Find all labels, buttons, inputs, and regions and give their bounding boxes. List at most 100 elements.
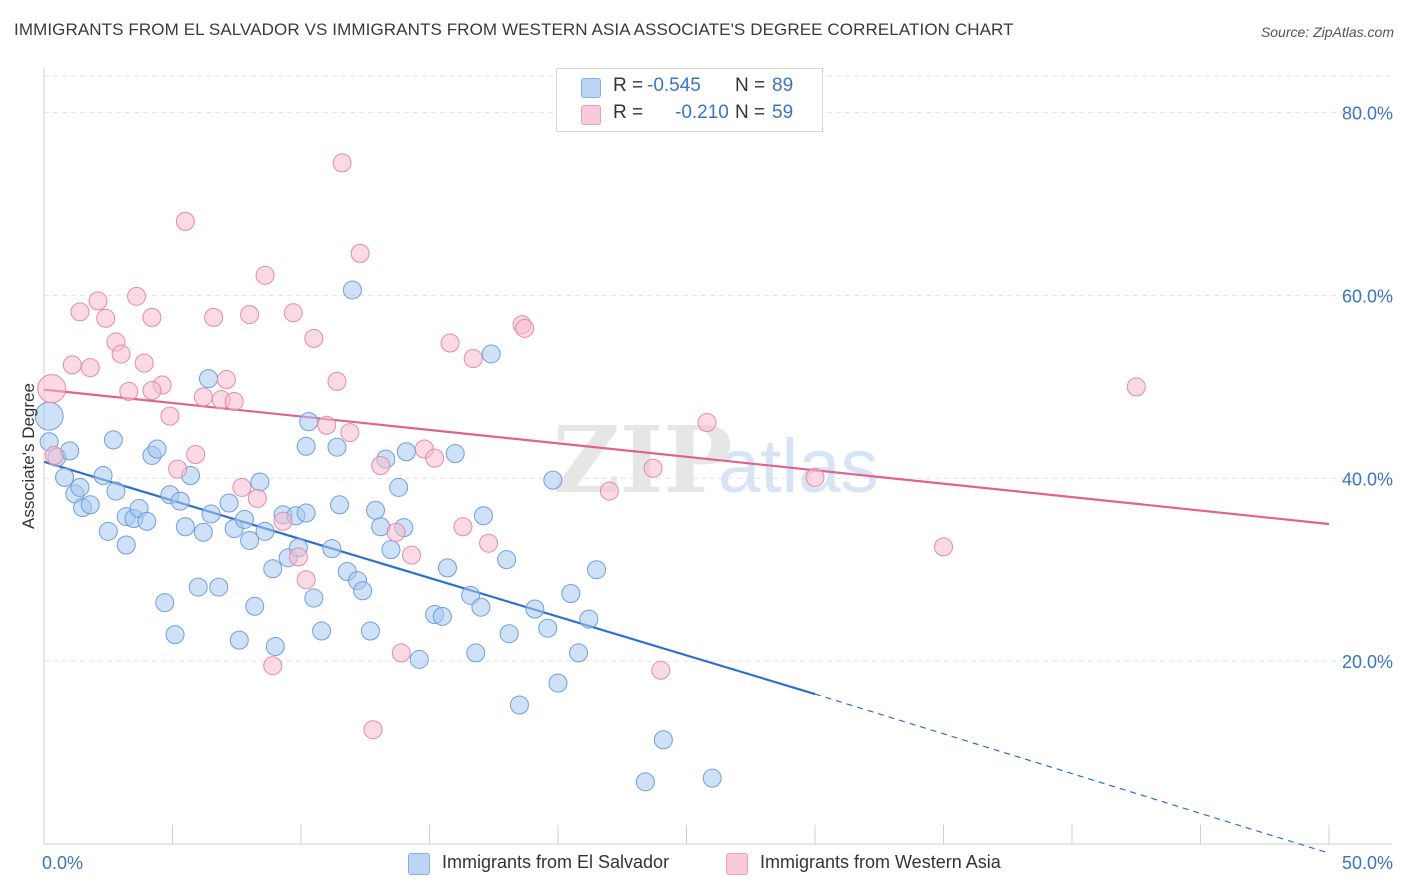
point-western-asia-34 — [327, 371, 347, 391]
point-western-asia-37 — [350, 243, 370, 263]
point-el-salvador-57 — [366, 500, 386, 520]
legend-r-value: -0.545 — [647, 75, 701, 96]
point-western-asia-18 — [193, 387, 213, 407]
point-el-salvador-23 — [170, 491, 190, 511]
point-el-salvador-10 — [98, 521, 118, 541]
point-el-salvador-26 — [188, 577, 208, 597]
point-el-salvador-79 — [543, 470, 563, 490]
legend-n-label: N = — [735, 102, 766, 123]
point-el-salvador-80 — [548, 673, 568, 693]
point-western-asia-2 — [62, 355, 82, 375]
y-tick-label-3: 80.0% — [1342, 104, 1393, 124]
bottom-legend-swatch-western-asia — [726, 853, 748, 875]
point-el-salvador-75 — [499, 624, 519, 644]
point-western-asia-32 — [304, 328, 324, 348]
point-el-salvador-31 — [219, 493, 239, 513]
point-el-salvador-47 — [304, 588, 324, 608]
point-western-asia-58 — [142, 381, 162, 401]
point-el-salvador-67 — [437, 558, 457, 578]
point-el-salvador-83 — [579, 609, 599, 629]
point-western-asia-10 — [127, 286, 147, 306]
point-el-salvador-11 — [103, 430, 123, 450]
point-el-salvador-60 — [381, 540, 401, 560]
point-el-salvador-51 — [330, 495, 350, 515]
point-western-asia-53 — [651, 660, 671, 680]
point-western-asia-57 — [1126, 377, 1146, 397]
point-western-asia-56 — [934, 537, 953, 557]
point-el-salvador-66 — [432, 606, 452, 626]
tick-labels: 20.0% 40.0% 60.0% 80.0% 0.0% 50.0% — [42, 104, 1393, 873]
point-el-salvador-38 — [255, 521, 275, 541]
point-western-asia-8 — [111, 344, 131, 364]
point-western-asia-22 — [224, 391, 244, 411]
point-western-asia-50 — [515, 318, 535, 338]
legend-r-value: -0.210 — [675, 102, 729, 123]
y-tick-label-2: 60.0% — [1342, 286, 1393, 306]
point-el-salvador-87 — [702, 768, 722, 788]
y-tick-label-1: 40.0% — [1342, 469, 1393, 489]
data-points — [34, 153, 1146, 792]
point-western-asia-44 — [425, 448, 445, 468]
point-western-asia-27 — [263, 656, 283, 676]
point-el-salvador-84 — [587, 560, 607, 580]
point-western-asia-52 — [643, 458, 663, 478]
point-western-asia-47 — [463, 349, 483, 369]
point-el-salvador-3 — [55, 467, 75, 487]
legend-n-value: 59 — [772, 102, 794, 123]
point-el-salvador-62 — [396, 442, 416, 462]
point-el-salvador-33 — [229, 630, 249, 650]
point-western-asia-33 — [317, 415, 337, 435]
point-western-asia-19 — [204, 307, 224, 327]
point-western-asia-51 — [599, 481, 619, 501]
point-western-asia-48 — [479, 533, 499, 553]
legend-r-label: R = — [613, 102, 644, 123]
point-western-asia-29 — [283, 303, 303, 323]
point-el-salvador-30 — [209, 577, 229, 597]
bottom-legend-swatch-el-salvador — [408, 853, 430, 875]
point-western-asia-28 — [273, 511, 293, 531]
point-western-asia-17 — [186, 445, 206, 465]
point-el-salvador-61 — [389, 477, 409, 497]
legend-n-value: 89 — [772, 75, 794, 96]
point-western-asia-6 — [96, 308, 116, 328]
point-el-salvador-73 — [481, 344, 501, 364]
point-western-asia-36 — [340, 423, 360, 443]
point-western-asia-14 — [160, 406, 180, 426]
point-western-asia-21 — [216, 370, 236, 390]
gridlines — [44, 75, 1392, 662]
point-western-asia-30 — [288, 547, 308, 567]
point-el-salvador-37 — [250, 472, 270, 492]
point-western-asia-55 — [805, 467, 825, 487]
point-el-salvador-0 — [34, 401, 64, 431]
point-western-asia-16 — [175, 211, 195, 231]
point-el-salvador-46 — [296, 436, 316, 456]
correlation-legend: R = -0.545 N = 89 R = -0.210 N = 59 — [556, 68, 823, 132]
point-el-salvador-53 — [342, 280, 362, 300]
y-axis-label: Associate's Degree — [19, 383, 38, 529]
point-el-salvador-40 — [265, 637, 285, 657]
point-western-asia-4 — [80, 358, 100, 378]
point-el-salvador-28 — [198, 369, 218, 389]
point-el-salvador-34 — [234, 509, 254, 529]
point-western-asia-46 — [453, 517, 473, 537]
legend-r-label: R = — [613, 75, 644, 96]
point-western-asia-11 — [134, 353, 154, 373]
point-el-salvador-17 — [137, 511, 157, 531]
point-el-salvador-74 — [497, 550, 517, 570]
point-el-salvador-55 — [353, 581, 373, 601]
point-western-asia-35 — [332, 153, 352, 173]
trend-line-extension-el-salvador — [814, 693, 1330, 854]
point-western-asia-3 — [70, 302, 90, 322]
point-western-asia-25 — [247, 488, 267, 508]
point-el-salvador-27 — [193, 522, 213, 542]
point-el-salvador-12 — [106, 481, 126, 501]
point-western-asia-15 — [168, 459, 188, 479]
x-tick-label-max: 50.0% — [1342, 853, 1393, 873]
point-el-salvador-29 — [201, 504, 221, 524]
point-el-salvador-19 — [147, 439, 167, 459]
point-western-asia-39 — [371, 455, 391, 475]
point-el-salvador-88 — [296, 503, 316, 523]
point-el-salvador-71 — [471, 597, 491, 617]
bottom-legend-label-western-asia: Immigrants from Western Asia — [760, 852, 1001, 872]
point-western-asia-40 — [386, 522, 406, 542]
